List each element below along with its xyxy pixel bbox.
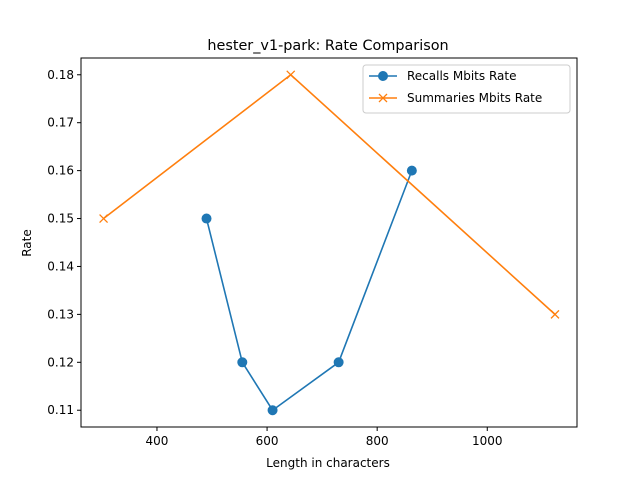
- y-axis-label: Rate: [20, 229, 34, 257]
- x-axis-label: Length in characters: [266, 456, 390, 470]
- recalls-series-point: [201, 213, 212, 224]
- legend-entry-summaries-marker-point: [378, 93, 388, 103]
- y-tick-label: 0.11: [47, 403, 74, 417]
- y-tick-label: 0.12: [47, 355, 74, 369]
- legend-entry-summaries-label: Summaries Mbits Rate: [407, 91, 542, 105]
- y-axis-ticks: 0.11 0.12 0.13 0.14 0.15 0.16 0.17 0.18: [47, 68, 81, 417]
- x-tick-label: 1000: [472, 434, 503, 448]
- recalls-series-point: [237, 357, 248, 368]
- x-tick-label: 800: [366, 434, 389, 448]
- legend-entry-recalls-label: Recalls Mbits Rate: [407, 69, 516, 83]
- y-tick-label: 0.15: [47, 212, 74, 226]
- summaries-series-point: [99, 214, 109, 223]
- recalls-series-point: [406, 165, 417, 176]
- y-tick-label: 0.14: [47, 259, 74, 273]
- y-tick-label: 0.18: [47, 68, 74, 82]
- legend-box: [362, 64, 571, 114]
- y-tick-label: 0.13: [47, 307, 74, 321]
- plot-frame: [80, 57, 578, 428]
- recalls-series-point: [333, 357, 344, 368]
- x-axis-ticks: 400 600 800 1000: [146, 427, 503, 448]
- chart-title: hester_v1-park: Rate Comparison: [207, 38, 448, 54]
- legend-entry-recalls-marker-point: [378, 71, 388, 81]
- summaries-series-point: [550, 309, 560, 319]
- x-tick-label: 400: [146, 434, 169, 448]
- legend: Recalls Mbits Rate Summaries Mbits Rate: [362, 64, 571, 114]
- x-tick-label: 600: [256, 434, 279, 448]
- legend-entry-recalls: Recalls Mbits Rate: [369, 69, 516, 83]
- summaries-series-point: [286, 70, 296, 80]
- series-layer: [99, 70, 560, 416]
- y-tick-label: 0.16: [47, 164, 74, 178]
- legend-entry-summaries: Summaries Mbits Rate: [369, 91, 542, 105]
- y-tick-label: 0.17: [47, 116, 74, 130]
- recalls-series-point: [267, 405, 278, 416]
